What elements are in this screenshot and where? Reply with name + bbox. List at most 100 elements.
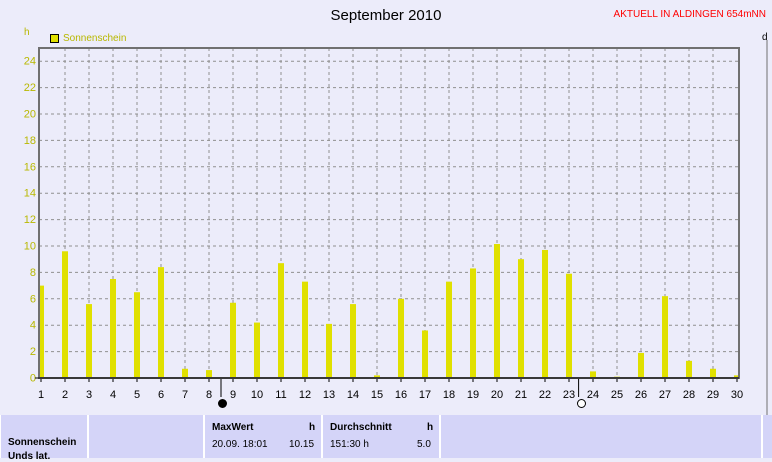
x-tick-label: 5 — [134, 389, 140, 401]
live-location-label[interactable]: AKTUELL IN ALDINGEN 654mNN — [613, 9, 766, 20]
plot-area — [39, 48, 739, 378]
stats-row-label-cell: Sonnenschein Unds lat. — [1, 415, 87, 462]
avg-header: Durchschnitt — [330, 422, 392, 433]
bar — [134, 292, 140, 378]
bar — [254, 322, 260, 378]
bar — [158, 267, 164, 378]
max-value: 10.15 — [289, 439, 315, 450]
y-tick-label: 12 — [24, 214, 36, 226]
y-tick-label: 22 — [24, 82, 36, 94]
x-tick-label: 13 — [323, 389, 335, 401]
chart-title: September 2010 — [330, 7, 442, 24]
x-tick-label: 25 — [611, 389, 623, 401]
stats-max-cell: MaxWert h 20.09. 18:01 10.15 — [205, 415, 321, 458]
x-tick-label: 22 — [539, 389, 551, 401]
y-tick-label: 18 — [24, 135, 36, 147]
bar — [542, 249, 548, 378]
avg-sum: 151:30 h — [330, 439, 369, 450]
bar — [398, 298, 404, 378]
bar — [86, 304, 92, 378]
y-axis-unit: h — [24, 27, 30, 38]
bar — [110, 279, 116, 378]
x-tick-label: 6 — [158, 389, 164, 401]
y-tick-label: 14 — [24, 188, 36, 200]
right-axis-unit: d — [762, 32, 768, 43]
max-time: 20.09. 18:01 — [212, 439, 268, 450]
x-tick-label: 9 — [230, 389, 236, 401]
bar — [350, 304, 356, 378]
y-tick-label: 2 — [30, 346, 36, 358]
y-tick-label: 4 — [30, 320, 36, 332]
stats-row-label-cut: Unds lat. — [8, 451, 51, 462]
statistics-table: Sonnenschein Unds lat. MaxWert h 20.09. … — [0, 415, 772, 462]
max-header: MaxWert — [212, 422, 254, 433]
bar — [566, 273, 572, 378]
x-tick-label: 7 — [182, 389, 188, 401]
bar — [39, 285, 44, 378]
bar — [302, 281, 308, 378]
bar — [638, 352, 644, 378]
x-tick-label: 19 — [467, 389, 479, 401]
y-tick-label: 10 — [24, 241, 36, 253]
x-tick-label: 27 — [659, 389, 671, 401]
bar — [734, 375, 738, 378]
y-tick-label: 24 — [24, 56, 36, 68]
bar — [206, 370, 212, 378]
x-tick-label: 18 — [443, 389, 455, 401]
full-moon-icon — [577, 399, 586, 408]
y-tick-label: 0 — [30, 373, 36, 385]
x-tick-label: 16 — [395, 389, 407, 401]
bar — [278, 263, 284, 378]
x-tick-label: 21 — [515, 389, 527, 401]
chart-legend: Sonnenschein — [50, 33, 126, 44]
x-tick-label: 29 — [707, 389, 719, 401]
x-tick-label: 1 — [38, 389, 44, 401]
x-tick-label: 3 — [86, 389, 92, 401]
x-tick-label: 8 — [206, 389, 212, 401]
avg-value: 5.0 — [417, 439, 431, 450]
bar — [470, 268, 476, 378]
x-tick-label: 23 — [563, 389, 575, 401]
x-tick-label: 10 — [251, 389, 263, 401]
stats-empty-cell-wide — [441, 415, 761, 458]
bar — [374, 375, 380, 378]
y-tick-label: 8 — [30, 267, 36, 279]
bar — [686, 360, 692, 378]
x-tick-label: 11 — [275, 389, 286, 401]
bar — [446, 281, 452, 378]
stats-empty-cell — [89, 415, 203, 458]
x-tick-label: 12 — [299, 389, 311, 401]
max-unit: h — [309, 422, 316, 433]
avg-unit: h — [427, 422, 434, 433]
x-tick-label: 30 — [731, 389, 743, 401]
x-tick-label: 14 — [347, 389, 359, 401]
new-moon-icon — [218, 399, 227, 408]
x-tick-label: 26 — [635, 389, 647, 401]
stats-edge-cell — [763, 415, 772, 458]
bar — [662, 296, 668, 378]
y-tick-label: 6 — [30, 293, 36, 305]
bar — [710, 368, 716, 378]
stats-avg-cell: Durchschnitt h 151:30 h 5.0 — [323, 415, 439, 458]
x-tick-label: 20 — [491, 389, 503, 401]
x-tick-label: 2 — [62, 389, 68, 401]
bar — [182, 368, 188, 378]
x-tick-label: 28 — [683, 389, 695, 401]
bar — [518, 259, 524, 378]
x-tick-label: 24 — [587, 389, 599, 401]
y-tick-label: 16 — [24, 161, 36, 173]
x-tick-label: 17 — [419, 389, 431, 401]
bar — [230, 302, 236, 378]
bar — [422, 330, 428, 378]
y-tick-label: 20 — [24, 109, 36, 121]
legend-label: Sonnenschein — [63, 33, 127, 44]
x-tick-label: 4 — [110, 389, 116, 401]
stats-row-label: Sonnenschein — [8, 437, 77, 448]
bar — [62, 251, 68, 378]
bar — [494, 244, 500, 378]
x-tick-label: 15 — [371, 389, 383, 401]
legend-swatch — [50, 34, 59, 43]
bar — [326, 323, 332, 378]
bar — [590, 371, 596, 378]
